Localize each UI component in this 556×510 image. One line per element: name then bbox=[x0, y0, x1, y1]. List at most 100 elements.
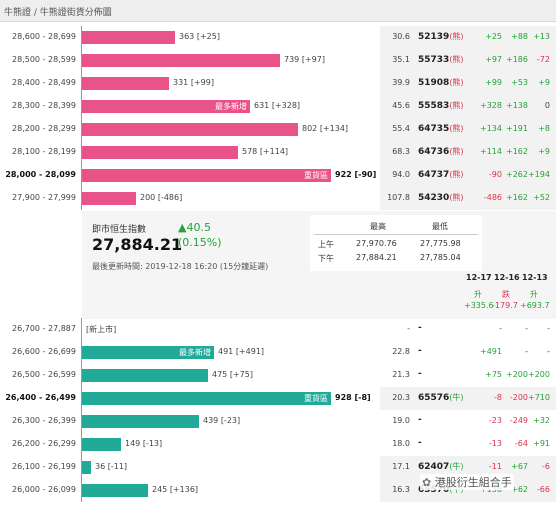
ratio-value: 22.8 bbox=[392, 347, 410, 356]
table-row[interactable]: 27,900 - 27,999 200 [-486] 107.8 54230(熊) -4… bbox=[0, 187, 556, 210]
price-range: 28,200 - 28,299 bbox=[12, 124, 76, 133]
ratio-value: 94.0 bbox=[392, 170, 410, 179]
bar-tag: 最多新增 bbox=[215, 102, 247, 111]
table-row[interactable]: 26,400 - 26,499 重貨區 928 [-8] 20.3 65576(牛) -8… bbox=[0, 387, 556, 410]
last-updated: 最後更新時間: 2019-12-18 16:20 (15分鐘延遲) bbox=[92, 262, 269, 271]
volume-bar[interactable]: 重貨區 bbox=[82, 392, 331, 405]
direction-3: 升 bbox=[530, 290, 538, 299]
warrant-code[interactable]: - bbox=[418, 323, 476, 333]
day-change-1: +114 bbox=[480, 147, 502, 156]
table-row[interactable]: 28,200 - 28,299 802 [+134] 55.4 64735(熊) +13… bbox=[0, 118, 556, 141]
warrant-code-number: 55583 bbox=[418, 101, 450, 111]
day-change-3: +52 bbox=[533, 193, 550, 202]
volume-bar[interactable] bbox=[82, 484, 148, 497]
volume-bar[interactable] bbox=[82, 438, 121, 451]
day-change-2: +262 bbox=[506, 170, 528, 179]
table-row[interactable]: 26,700 - 27,887 [新上市] - - - - - bbox=[0, 318, 556, 341]
warrant-code[interactable]: 62407(牛) bbox=[418, 461, 476, 472]
table-row[interactable]: 28,500 - 28,599 739 [+97] 35.1 55733(熊) +97 +… bbox=[0, 49, 556, 72]
day-change-3: -66 bbox=[536, 485, 550, 494]
index-change: ▲40.5 bbox=[178, 221, 211, 234]
table-row[interactable]: 26,300 - 26,399 439 [-23] 19.0- -23 -249 +32 bbox=[0, 410, 556, 433]
warrant-code[interactable]: 64735(熊) bbox=[418, 123, 476, 134]
warrant-code[interactable]: 65576(牛) bbox=[418, 392, 476, 403]
watermark: ✿ 港股衍生組合手 bbox=[420, 474, 514, 490]
day-change-1: +328 bbox=[480, 101, 502, 110]
ratio-value: 45.6 bbox=[392, 101, 410, 110]
warrant-code[interactable]: 51908(熊) bbox=[418, 77, 476, 88]
warrant-code[interactable]: 52139(熊) bbox=[418, 31, 476, 42]
day-change-2: +186 bbox=[506, 55, 528, 64]
axis-line bbox=[81, 187, 82, 210]
warrant-code[interactable]: - bbox=[418, 438, 476, 448]
day-change-1: +25 bbox=[485, 32, 502, 41]
volume-bar[interactable]: 最多新增 bbox=[82, 346, 214, 359]
price-range: 28,300 - 28,399 bbox=[12, 101, 76, 110]
day-change-3: -72 bbox=[536, 55, 550, 64]
warrant-code[interactable]: - bbox=[418, 369, 476, 379]
volume-value: 928 [-8] bbox=[335, 393, 371, 402]
price-range: 28,400 - 28,499 bbox=[12, 78, 76, 87]
volume-bar[interactable]: 最多新增 bbox=[82, 100, 250, 113]
table-row[interactable]: 28,300 - 28,399 最多新增 631 [+328] 45.6 55583(熊… bbox=[0, 95, 556, 118]
axis-line bbox=[81, 26, 82, 49]
volume-bar[interactable] bbox=[82, 146, 238, 159]
high-low-table: 最高 最低 上午 27,970.76 27,775.98 下午 27,884.2… bbox=[310, 215, 482, 271]
day-change-2: +88 bbox=[511, 32, 528, 41]
warrant-code[interactable]: - bbox=[418, 415, 476, 425]
day-change-2: +67 bbox=[511, 462, 528, 471]
axis-line bbox=[81, 479, 82, 502]
bar-tag: 最多新增 bbox=[179, 348, 211, 357]
volume-bar[interactable] bbox=[82, 192, 136, 205]
date-header-2: 12-16 bbox=[494, 273, 520, 282]
warrant-kind: (熊) bbox=[449, 124, 464, 133]
table-row[interactable]: 28,400 - 28,499 331 [+99] 39.9 51908(熊) +99 +… bbox=[0, 72, 556, 95]
warrant-kind: (熊) bbox=[449, 193, 464, 202]
volume-value: 491 [+491] bbox=[218, 347, 265, 356]
table-row[interactable]: 28,600 - 28,699 363 [+25] 30.6 52139(熊) +25 +… bbox=[0, 26, 556, 49]
index-panel: 即市恒生指數 27,884.21 ▲40.5 (0.15%) 最後更新時間: 2… bbox=[82, 211, 556, 319]
warrant-code[interactable]: 64736(熊) bbox=[418, 146, 476, 157]
table-row[interactable]: 28,000 - 28,099 重貨區 922 [-90] 94.0 64737(熊) -… bbox=[0, 164, 556, 187]
ratio-value: 30.6 bbox=[392, 32, 410, 41]
ratio-value: 19.0 bbox=[392, 416, 410, 425]
axis-line bbox=[81, 49, 82, 72]
table-row[interactable]: 26,600 - 26,699 最多新增 491 [+491] 22.8- +491- - bbox=[0, 341, 556, 364]
day-change-3: +9 bbox=[538, 147, 550, 156]
axis-line bbox=[81, 456, 82, 479]
day-change-1: +99 bbox=[485, 78, 502, 87]
volume-bar[interactable] bbox=[82, 461, 91, 474]
warrant-code[interactable]: 55583(熊) bbox=[418, 100, 476, 111]
table-row[interactable]: 26,200 - 26,299 149 [-13] 18.0- -13 -64 +91 bbox=[0, 433, 556, 456]
wechat-icon: ✿ bbox=[422, 476, 432, 489]
warrant-code-number: 65570 bbox=[418, 485, 450, 495]
warrant-code-number: 64736 bbox=[418, 147, 450, 157]
volume-bar[interactable]: 重貨區 bbox=[82, 169, 331, 182]
day-change-3: +91 bbox=[533, 439, 550, 448]
volume-bar[interactable] bbox=[82, 123, 298, 136]
ratio-value: 18.0 bbox=[392, 439, 410, 448]
table-row[interactable]: 26,100 - 26,199 36 [-11] 17.1 62407(牛) -11 +6… bbox=[0, 456, 556, 479]
am-high: 27,970.76 bbox=[356, 239, 397, 248]
volume-bar[interactable] bbox=[82, 31, 175, 44]
warrant-code[interactable]: 64737(熊) bbox=[418, 169, 476, 180]
ratio-value: 16.3 bbox=[392, 485, 410, 494]
warrant-kind: (熊) bbox=[449, 32, 464, 41]
volume-value: 36 [-11] bbox=[95, 462, 128, 471]
price-range: 28,600 - 28,699 bbox=[12, 32, 76, 41]
volume-bar[interactable] bbox=[82, 77, 169, 90]
table-row[interactable]: 26,500 - 26,599 475 [+75] 21.3- +75 +200 +200 bbox=[0, 364, 556, 387]
volume-bar[interactable] bbox=[82, 369, 208, 382]
ratio-value: 68.3 bbox=[392, 147, 410, 156]
warrant-kind: (熊) bbox=[449, 78, 464, 87]
warrant-code[interactable]: - bbox=[418, 346, 476, 356]
breadcrumb[interactable]: 牛熊證 / 牛熊證街貨分佈圖 bbox=[4, 8, 112, 18]
volume-bar[interactable] bbox=[82, 415, 199, 428]
table-row[interactable]: 28,100 - 28,199 578 [+114] 68.3 64736(熊) +11… bbox=[0, 141, 556, 164]
warrant-code[interactable]: 54230(熊) bbox=[418, 192, 476, 203]
day-change-2: +191 bbox=[506, 124, 528, 133]
warrant-code[interactable]: 55733(熊) bbox=[418, 54, 476, 65]
day-change-3: +200 bbox=[528, 370, 550, 379]
day-change-2: -249 bbox=[509, 416, 528, 425]
volume-bar[interactable] bbox=[82, 54, 280, 67]
